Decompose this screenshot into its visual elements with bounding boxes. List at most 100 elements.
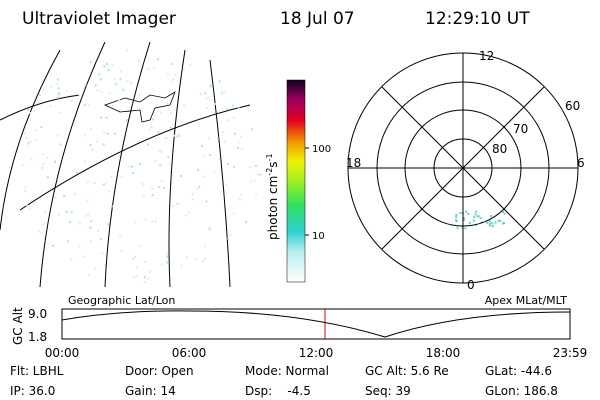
aurora [461,226,464,229]
speckle [130,82,133,85]
aurora [455,216,458,219]
speckle [126,80,129,83]
speckle [89,144,92,147]
speckle [131,172,134,175]
speckle [202,175,205,178]
speckle [120,175,123,178]
speckle [178,203,181,206]
speckle [182,68,185,71]
speckle [102,183,105,186]
speckle [157,58,160,61]
speckle [125,119,128,122]
speckle [93,267,96,270]
speckle [107,223,110,226]
speckle [205,107,208,110]
speckle [27,142,30,145]
speckle [225,183,228,186]
aurora [491,224,494,227]
speckle [174,74,177,77]
speckle [73,193,76,196]
speckle [106,132,109,135]
aurora [473,215,476,218]
speckle [154,220,157,223]
mlt-label: 18 [346,156,361,170]
speckle [169,126,172,129]
speckle [170,62,173,65]
speckle [37,230,40,233]
speckle [135,274,138,277]
speckle [84,160,87,163]
speckle [157,131,160,134]
exp: -1 [265,153,274,161]
speckle [166,73,169,76]
speckle [223,90,226,93]
speckle [134,221,137,224]
speckle [167,155,170,158]
speckle [144,218,147,221]
aurora [477,214,480,217]
meridian [168,49,186,287]
speckle [89,240,92,243]
speckle [151,118,154,121]
speckle [147,68,150,71]
speckle [177,133,180,136]
speckle [46,156,49,159]
colorbar [286,79,306,283]
parallel [19,104,251,211]
speckle [84,83,87,86]
aurora [488,223,491,226]
speckle [119,78,122,81]
y-tick-label: 9.0 [28,307,47,321]
aurora [488,224,491,227]
x-tick-label: 23:59 [553,346,588,360]
speckle [172,77,175,80]
speckle [233,132,236,135]
speckle [249,180,252,183]
speckle [226,162,229,165]
speckle [198,185,201,188]
meridian [104,42,151,287]
speckle [199,93,202,96]
speckle [237,146,240,149]
speckle [113,132,116,135]
aurora [480,221,483,224]
status-field: GC Alt: 5.6 Re [365,364,449,378]
speckle [96,89,99,92]
speckle [239,135,242,138]
speckle [87,104,90,107]
speckle [173,134,176,137]
speckle [44,210,47,213]
speckle [96,140,99,143]
speckle [166,102,169,105]
speckle [221,91,224,94]
status-field: Mode: Normal [245,364,329,378]
speckle [144,261,147,264]
speckle [88,274,91,277]
speckle [115,83,118,86]
status-field: IP: 36.0 [10,384,55,398]
speckle [208,153,211,156]
speckle [84,134,87,137]
speckle [56,83,59,86]
speckle [178,134,181,137]
speckle [180,264,183,267]
speckle [220,92,223,95]
speckle [25,137,28,140]
speckle [87,213,90,216]
geo-image [0,42,262,287]
speckle [103,131,106,134]
aurora [473,219,476,222]
speckle [103,264,106,267]
speckle [208,227,211,230]
speckle [237,107,240,110]
speckle [57,87,60,90]
speckle [254,165,257,168]
speckle [35,129,38,132]
speckle [218,80,221,83]
speckle [218,157,221,160]
meridian [0,49,61,231]
speckle [166,261,169,264]
speckle [134,255,137,258]
x-tick-label: 18:00 [426,346,461,360]
speckle [42,152,45,155]
